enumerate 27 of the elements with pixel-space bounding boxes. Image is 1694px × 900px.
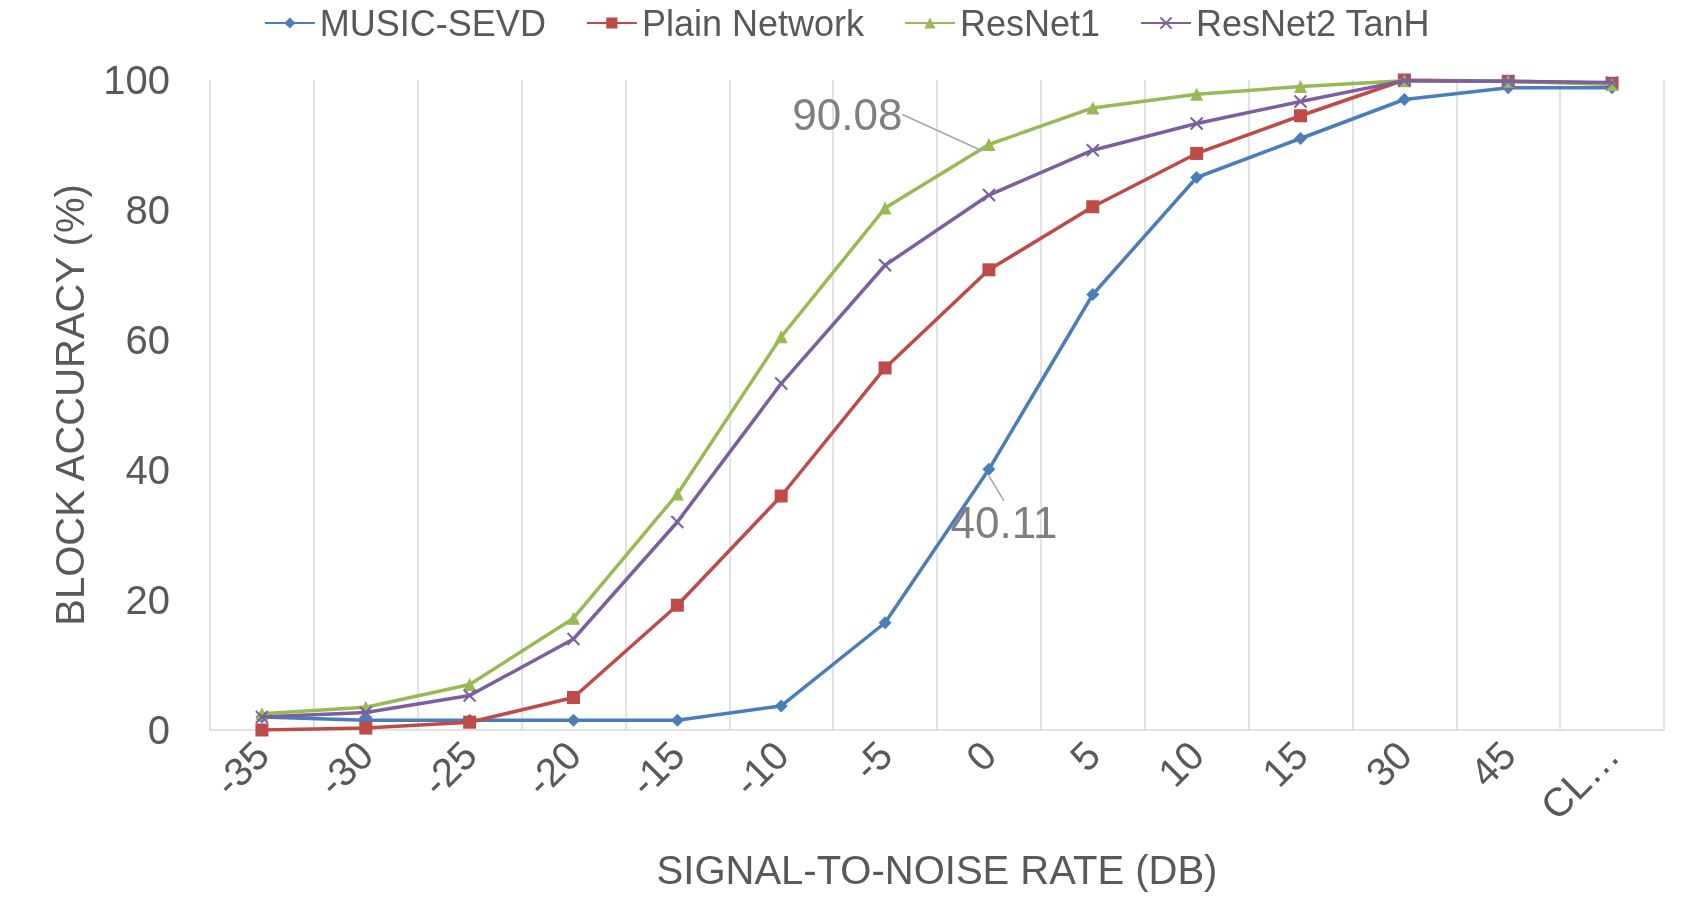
legend-label: ResNet2 TanH bbox=[1196, 2, 1430, 44]
annotation: 40.11 bbox=[950, 498, 1058, 548]
legend-label: Plain Network bbox=[641, 2, 865, 44]
x-tick-label: 5 bbox=[1061, 732, 1109, 780]
y-tick-label: 20 bbox=[125, 578, 170, 622]
x-tick-label: 45 bbox=[1461, 732, 1524, 796]
x-tick-label: -25 bbox=[413, 732, 486, 805]
x-tick-label: CL… bbox=[1532, 732, 1628, 828]
y-tick-label: 100 bbox=[103, 58, 170, 102]
y-axis-title: BLOCK ACCURACY (%) bbox=[48, 184, 92, 626]
y-tick-label: 60 bbox=[125, 318, 170, 362]
x-tick-label: 0 bbox=[957, 732, 1005, 780]
annotation: 90.08 bbox=[792, 89, 903, 139]
x-tick-label: -30 bbox=[309, 732, 382, 805]
legend-label: MUSIC-SEVD bbox=[319, 2, 546, 44]
x-tick-label: -20 bbox=[517, 732, 590, 805]
x-tick-label: -10 bbox=[724, 732, 797, 805]
x-tick-label: -5 bbox=[844, 732, 901, 789]
x-tick-label: 15 bbox=[1253, 732, 1317, 796]
y-tick-label: 80 bbox=[125, 188, 170, 232]
y-tick-label: 40 bbox=[125, 448, 170, 492]
x-tick-label: -15 bbox=[620, 732, 693, 805]
x-tick-label: 10 bbox=[1149, 732, 1213, 796]
legend-label: ResNet1 bbox=[959, 2, 1101, 44]
x-tick-label: -35 bbox=[205, 732, 278, 805]
x-axis-title: SIGNAL-TO-NOISE RATE (DB) bbox=[656, 848, 1218, 892]
x-tick-label: 30 bbox=[1357, 732, 1420, 796]
